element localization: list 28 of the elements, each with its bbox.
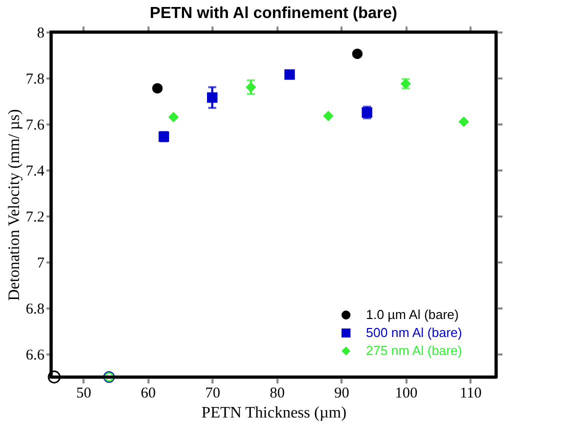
x-tick-label: 70: [205, 386, 220, 402]
point: [323, 110, 334, 122]
y-tick-label: 7: [37, 256, 45, 272]
legend-label: 1.0 µm Al (bare): [366, 307, 459, 322]
y-tick-label: 7.8: [26, 72, 44, 88]
legend-label: 275 nm Al (bare): [366, 343, 462, 358]
x-tick-label: 80: [270, 386, 285, 402]
x-tick-label: 100: [394, 386, 418, 402]
point: [458, 116, 469, 127]
point: [168, 112, 179, 122]
y-tick-label: 7.6: [26, 118, 45, 134]
y-tick-label: 7.2: [26, 210, 44, 226]
y-tick-label: 7.4: [26, 164, 45, 180]
point: [284, 69, 295, 80]
chart-title: PETN with Al confinement (bare): [150, 5, 398, 22]
y-tick-label: 6.6: [26, 348, 45, 364]
point: [152, 83, 163, 94]
y-tick-label: 6.8: [26, 302, 44, 318]
point: [352, 48, 363, 60]
x-tick-label: 50: [76, 386, 92, 402]
legend-label: 500 nm Al (bare): [366, 325, 462, 340]
x-axis-title: PETN Thickness (µm): [202, 404, 346, 422]
y-axis-title: Detonation Velocity (mm/ µs): [6, 109, 23, 301]
point: [48, 370, 61, 384]
x-tick-label: 90: [334, 386, 350, 402]
x-tick-label: 110: [460, 386, 482, 402]
y-tick-label: 8: [37, 26, 44, 42]
x-tick-label: 60: [140, 386, 156, 402]
